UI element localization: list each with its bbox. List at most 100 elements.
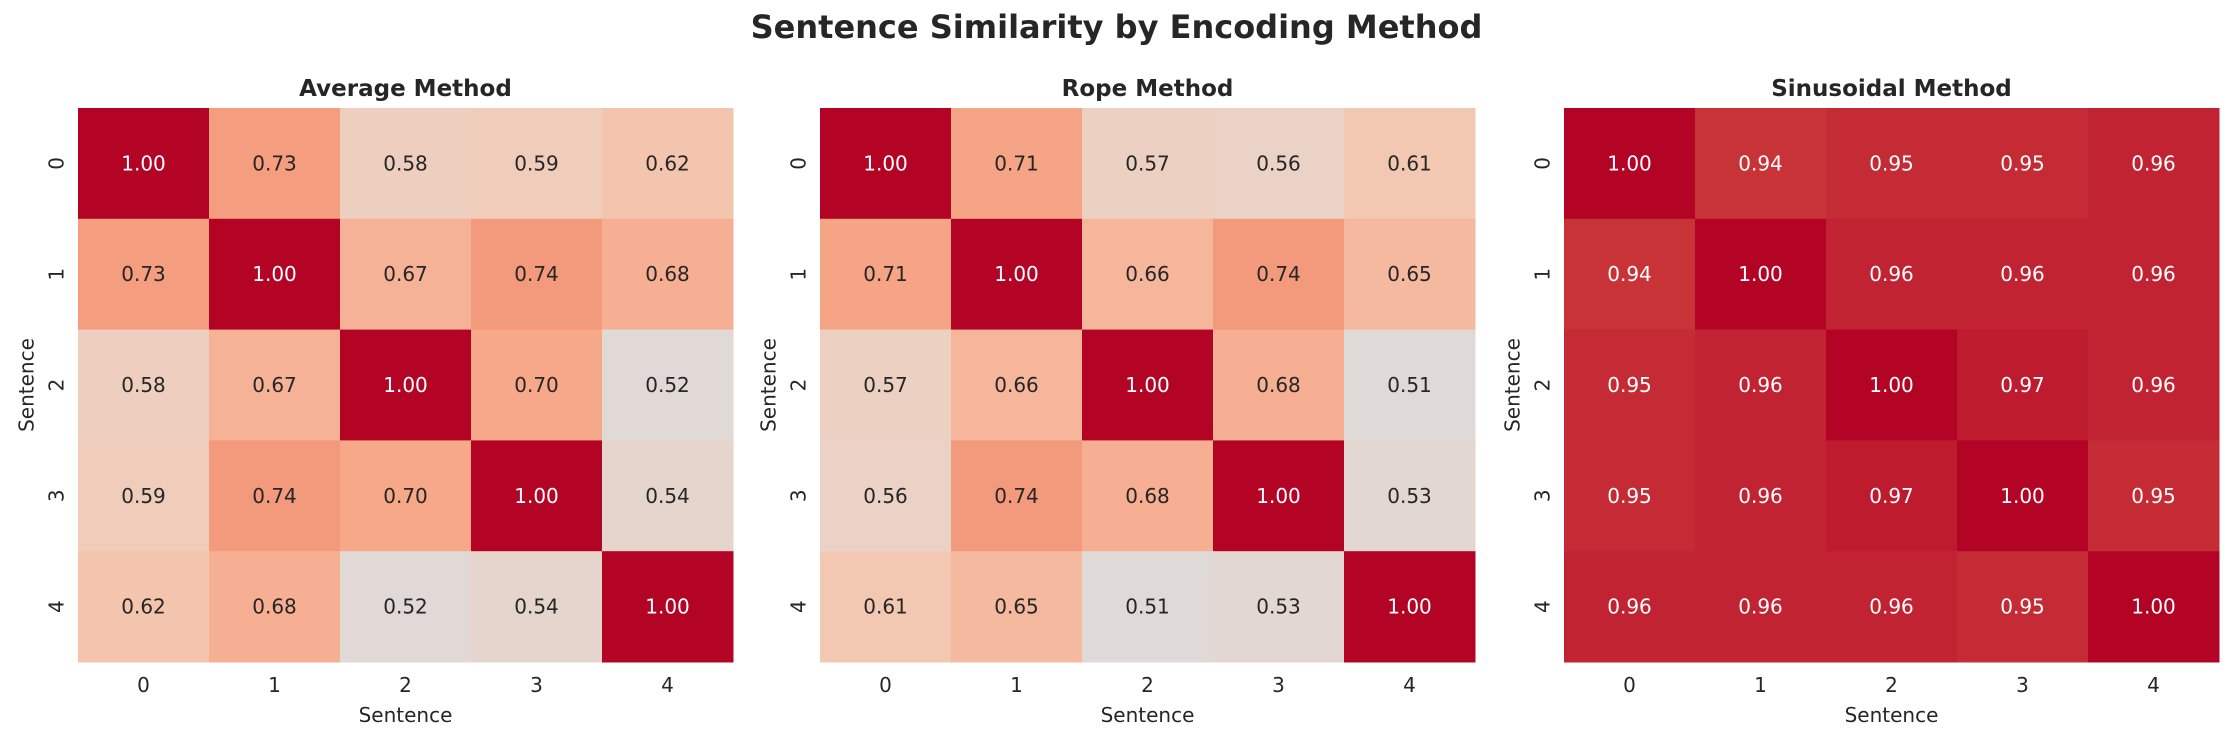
cell-label: 0.97 bbox=[2000, 373, 2045, 397]
x-tick-label: 4 bbox=[661, 673, 674, 697]
heatmap-cell bbox=[951, 108, 1083, 220]
cell-label: 0.66 bbox=[1125, 262, 1170, 286]
heatmap-cell bbox=[1344, 218, 1476, 331]
heatmap-cell bbox=[1082, 329, 1214, 441]
cell-label: 0.51 bbox=[1387, 373, 1432, 397]
heatmap-cell bbox=[820, 218, 952, 331]
cell-label: 0.68 bbox=[1256, 373, 1301, 397]
cell-label: 1.00 bbox=[2000, 484, 2045, 508]
figure-title: Sentence Similarity by Encoding Method bbox=[750, 8, 1483, 46]
cell-label: 0.70 bbox=[514, 373, 559, 397]
x-tick-label: 4 bbox=[1403, 673, 1416, 697]
heatmap-cell bbox=[1082, 108, 1214, 220]
heatmap-cell bbox=[1213, 329, 1345, 441]
heatmap-cell bbox=[1695, 329, 1827, 441]
cell-label: 1.00 bbox=[645, 595, 690, 619]
cell-label: 0.56 bbox=[863, 484, 908, 508]
cell-label: 1.00 bbox=[252, 262, 297, 286]
panel-title: Average Method bbox=[299, 76, 512, 102]
y-tick-label: 4 bbox=[787, 600, 811, 613]
cell-label: 0.73 bbox=[121, 262, 166, 286]
heatmap-cell bbox=[209, 440, 341, 552]
heatmap-cell bbox=[1564, 329, 1696, 441]
cell-label: 0.53 bbox=[1256, 595, 1301, 619]
heatmap-cell bbox=[340, 108, 472, 220]
cell-label: 0.67 bbox=[383, 262, 428, 286]
cell-label: 1.00 bbox=[383, 373, 428, 397]
x-tick-label: 1 bbox=[1754, 673, 1767, 697]
x-tick-label: 3 bbox=[1272, 673, 1285, 697]
heatmap-cell bbox=[1213, 218, 1345, 331]
heatmap-cell bbox=[1564, 218, 1696, 331]
x-tick-label: 2 bbox=[1141, 673, 1154, 697]
cell-label: 0.71 bbox=[994, 151, 1039, 175]
heatmap-cell bbox=[78, 329, 210, 441]
x-tick-label: 0 bbox=[879, 673, 892, 697]
cell-label: 0.57 bbox=[1125, 151, 1170, 175]
cell-label: 0.59 bbox=[514, 151, 559, 175]
cell-label: 0.70 bbox=[383, 484, 428, 508]
heatmap-cell bbox=[951, 218, 1083, 331]
heatmap-cell bbox=[951, 329, 1083, 441]
cell-label: 0.97 bbox=[1869, 484, 1914, 508]
y-tick-label: 1 bbox=[1531, 268, 1555, 281]
heatmap-cell bbox=[340, 218, 472, 331]
heatmap-cell bbox=[209, 218, 341, 331]
cell-label: 0.74 bbox=[994, 484, 1039, 508]
y-tick-label: 0 bbox=[45, 157, 69, 170]
cell-label: 0.53 bbox=[1387, 484, 1432, 508]
y-axis-label: Sentence bbox=[757, 338, 781, 432]
cell-label: 0.96 bbox=[2131, 262, 2176, 286]
x-tick-label: 1 bbox=[268, 673, 281, 697]
y-tick-label: 3 bbox=[787, 489, 811, 502]
heatmap-cell bbox=[602, 551, 734, 663]
cell-label: 0.68 bbox=[1125, 484, 1170, 508]
cell-label: 0.51 bbox=[1125, 595, 1170, 619]
cell-label: 0.59 bbox=[121, 484, 166, 508]
heatmap-cell bbox=[1082, 440, 1214, 552]
heatmap-cell bbox=[1826, 329, 1958, 441]
x-tick-label: 3 bbox=[2016, 673, 2029, 697]
cell-label: 0.96 bbox=[1869, 262, 1914, 286]
heatmap-cell bbox=[1564, 108, 1696, 220]
cell-label: 0.94 bbox=[1607, 262, 1652, 286]
heatmap-cell bbox=[951, 551, 1083, 663]
cell-label: 0.71 bbox=[863, 262, 908, 286]
cell-label: 0.68 bbox=[645, 262, 690, 286]
y-tick-label: 3 bbox=[1531, 489, 1555, 502]
heatmap-cell bbox=[1082, 551, 1214, 663]
x-tick-label: 2 bbox=[1885, 673, 1898, 697]
cell-label: 1.00 bbox=[1125, 373, 1170, 397]
cell-label: 0.95 bbox=[2000, 151, 2045, 175]
heatmap-cell bbox=[471, 551, 603, 663]
heatmap-cell bbox=[1695, 108, 1827, 220]
cell-label: 0.74 bbox=[1256, 262, 1301, 286]
x-axis-label: Sentence bbox=[1101, 703, 1195, 727]
heatmap-cell bbox=[2088, 108, 2220, 220]
y-tick-label: 4 bbox=[45, 600, 69, 613]
heatmap-cell bbox=[209, 551, 341, 663]
cell-label: 0.52 bbox=[645, 373, 690, 397]
y-tick-label: 3 bbox=[45, 489, 69, 502]
heatmap-cell bbox=[1564, 440, 1696, 552]
cell-label: 1.00 bbox=[994, 262, 1039, 286]
y-tick-label: 2 bbox=[1531, 379, 1555, 392]
cell-label: 0.56 bbox=[1256, 151, 1301, 175]
cell-label: 0.54 bbox=[514, 595, 559, 619]
x-axis-label: Sentence bbox=[1845, 703, 1939, 727]
cell-label: 0.96 bbox=[1738, 484, 1783, 508]
heatmap-cell bbox=[602, 218, 734, 331]
cell-label: 0.61 bbox=[1387, 151, 1432, 175]
heatmap-cell bbox=[1695, 440, 1827, 552]
y-tick-label: 1 bbox=[45, 268, 69, 281]
cell-label: 1.00 bbox=[1387, 595, 1432, 619]
x-axis-label: Sentence bbox=[359, 703, 453, 727]
y-tick-label: 2 bbox=[45, 379, 69, 392]
cell-label: 0.96 bbox=[2131, 151, 2176, 175]
cell-label: 0.62 bbox=[645, 151, 690, 175]
heatmap-cell bbox=[2088, 218, 2220, 331]
x-tick-label: 1 bbox=[1010, 673, 1023, 697]
heatmap-cell bbox=[820, 551, 952, 663]
x-tick-label: 3 bbox=[530, 673, 543, 697]
x-tick-label: 0 bbox=[137, 673, 150, 697]
